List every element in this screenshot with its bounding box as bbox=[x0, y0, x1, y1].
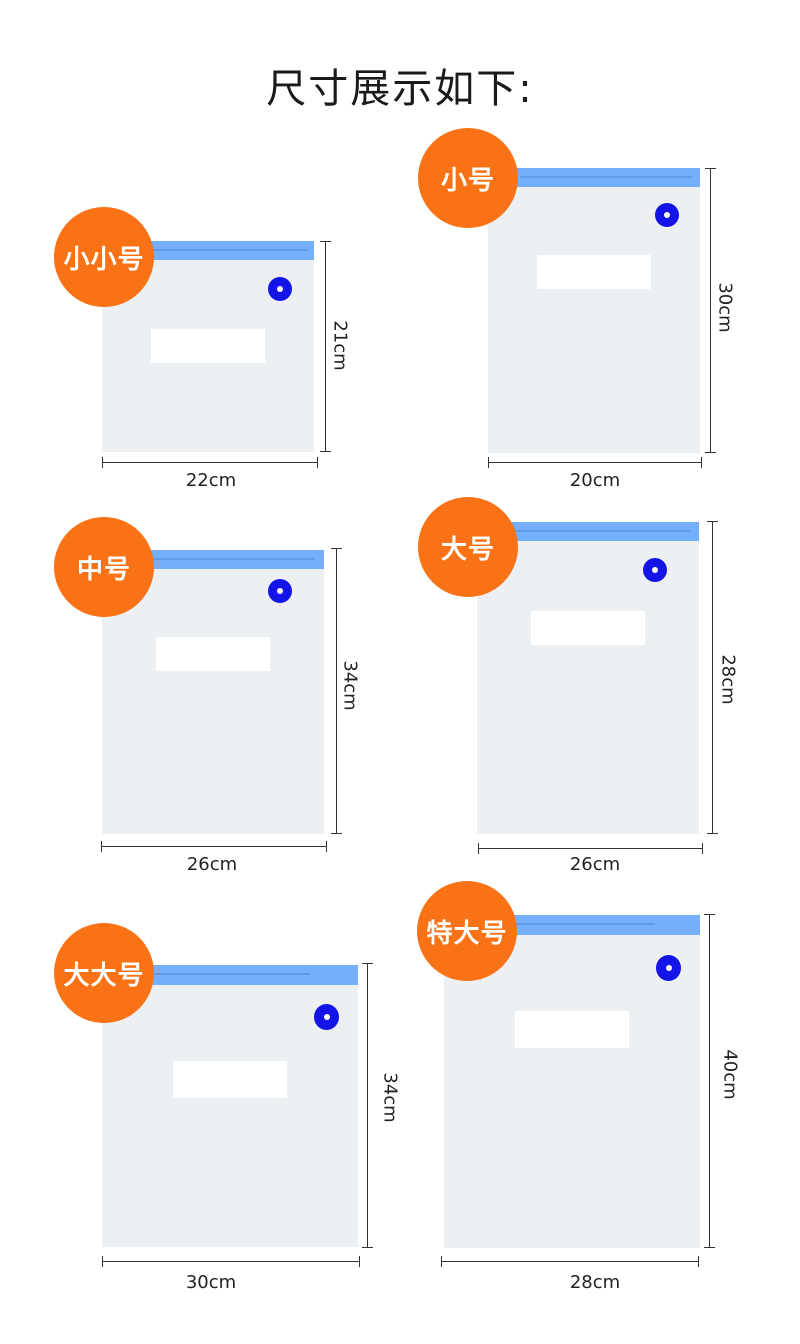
size-badge: 特大号 bbox=[417, 881, 517, 981]
zipper-track bbox=[150, 249, 308, 251]
width-dimension-line bbox=[102, 1256, 360, 1267]
air-valve-icon bbox=[314, 1004, 339, 1030]
size-badge: 大号 bbox=[418, 497, 518, 597]
zipper-track bbox=[510, 923, 655, 925]
width-label: 26cm bbox=[186, 854, 238, 875]
label-area bbox=[151, 329, 265, 363]
zipper-track bbox=[515, 530, 690, 532]
width-label: 26cm bbox=[569, 854, 621, 875]
zipper-strip bbox=[102, 965, 358, 985]
height-label: 28cm bbox=[717, 654, 739, 705]
width-dimension-line bbox=[441, 1256, 699, 1267]
air-valve-icon bbox=[268, 277, 292, 301]
width-dimension-line bbox=[101, 841, 327, 852]
width-label: 20cm bbox=[569, 470, 621, 491]
height-dimension-line bbox=[331, 548, 342, 834]
width-dimension-line bbox=[102, 457, 318, 468]
height-label: 34cm bbox=[379, 1072, 401, 1123]
height-dimension-line bbox=[707, 521, 718, 834]
label-area bbox=[173, 1061, 287, 1098]
air-valve-icon bbox=[643, 558, 667, 582]
label-area bbox=[156, 637, 270, 671]
size-badge: 小小号 bbox=[54, 207, 154, 307]
width-label: 30cm bbox=[185, 1272, 237, 1293]
height-label: 21cm bbox=[329, 320, 351, 371]
height-dimension-line bbox=[704, 914, 715, 1248]
air-valve-icon bbox=[268, 579, 292, 603]
size-badge: 大大号 bbox=[54, 923, 154, 1023]
size-badge: 小号 bbox=[418, 128, 518, 228]
label-area bbox=[531, 611, 645, 645]
zipper-track bbox=[150, 973, 310, 975]
width-dimension-line bbox=[478, 843, 703, 854]
air-valve-icon bbox=[655, 203, 679, 227]
page-title: 尺寸展示如下: bbox=[266, 66, 534, 112]
width-label: 28cm bbox=[569, 1272, 621, 1293]
width-label: 22cm bbox=[185, 470, 237, 491]
height-dimension-line bbox=[320, 241, 331, 452]
label-area bbox=[537, 255, 651, 289]
height-label: 30cm bbox=[714, 282, 736, 333]
height-dimension-line bbox=[705, 168, 716, 453]
size-badge: 中号 bbox=[54, 517, 154, 617]
height-label: 34cm bbox=[339, 660, 361, 711]
air-valve-icon bbox=[656, 955, 681, 981]
height-label: 40cm bbox=[719, 1049, 741, 1100]
height-dimension-line bbox=[362, 963, 373, 1248]
zipper-track bbox=[150, 558, 315, 560]
width-dimension-line bbox=[488, 457, 702, 468]
label-area bbox=[515, 1011, 629, 1048]
zipper-track bbox=[520, 176, 692, 178]
